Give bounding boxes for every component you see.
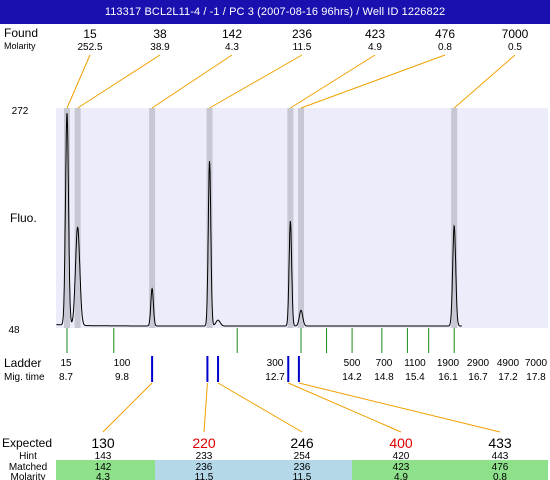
ladder-size-label: 7000 bbox=[525, 358, 548, 369]
y-axis-label: Fluo. bbox=[10, 211, 37, 225]
peak-marker-band bbox=[64, 108, 70, 328]
found-connector-line bbox=[77, 54, 161, 109]
matched-value-label: 236 bbox=[294, 462, 311, 473]
found-size-label: 15 bbox=[83, 27, 97, 41]
ladder-size-label: 500 bbox=[344, 358, 361, 369]
matched-molarity-label: 11.5 bbox=[195, 472, 214, 480]
found-connector-line bbox=[453, 54, 516, 109]
chart-title: 113317 BCL2L11-4 / -1 / PC 3 (2007-08-16… bbox=[0, 0, 550, 24]
ladder-time-label: 17.8 bbox=[526, 372, 546, 383]
matched-value-label: 236 bbox=[196, 462, 213, 473]
fluorescence-trace bbox=[56, 113, 462, 327]
expected-tick bbox=[217, 356, 220, 382]
matched-molarity-label: 11.5 bbox=[293, 472, 312, 480]
hint-value-label: 443 bbox=[492, 451, 509, 462]
found-connector-line bbox=[300, 54, 446, 109]
hint-value-label: 233 bbox=[196, 451, 213, 462]
expected-size-label: 400 bbox=[389, 435, 413, 451]
matched-molarity-label: 4.9 bbox=[394, 472, 408, 480]
peak-marker-band bbox=[451, 108, 458, 328]
matched-band bbox=[56, 460, 155, 480]
ladder-time-label: 14.2 bbox=[342, 372, 362, 383]
expected-tick bbox=[206, 356, 209, 382]
expected-label: Expected bbox=[2, 436, 52, 450]
matched-band bbox=[155, 460, 352, 480]
ladder-size-label: 1100 bbox=[404, 358, 426, 369]
ladder-time-label: 16.1 bbox=[438, 372, 458, 383]
ladder-time-label: 8.7 bbox=[59, 372, 73, 383]
expected-connector-line bbox=[217, 382, 303, 433]
expected-connector-line bbox=[288, 382, 402, 433]
found-molarity-label: 4.9 bbox=[368, 42, 382, 53]
molarity-bottom-label: Molarity bbox=[10, 472, 45, 480]
ladder-time-label: 12.7 bbox=[265, 372, 285, 383]
found-size-label: 7000 bbox=[502, 27, 529, 41]
found-molarity-label: 0.8 bbox=[438, 42, 452, 53]
ladder-time-label: 14.8 bbox=[374, 372, 394, 383]
found-size-label: 423 bbox=[365, 27, 385, 41]
matched-label: Matched bbox=[9, 462, 47, 473]
expected-connector-line bbox=[102, 382, 153, 433]
found-connector-line bbox=[290, 54, 376, 109]
ladder-size-label: 700 bbox=[376, 358, 393, 369]
ladder-time-label: 15.4 bbox=[405, 372, 425, 383]
electropherogram-chart: FoundMolarity15252.53838.91424.323611.54… bbox=[2, 26, 548, 480]
found-molarity-label: 38.9 bbox=[150, 42, 170, 53]
matched-value-label: 142 bbox=[95, 462, 112, 473]
found-molarity-label: 0.5 bbox=[508, 42, 522, 53]
found-molarity-label: 11.5 bbox=[293, 42, 312, 53]
peak-marker-band bbox=[74, 108, 81, 328]
expected-tick bbox=[297, 356, 300, 382]
matched-value-label: 476 bbox=[492, 462, 509, 473]
mig-time-label: Mig. time bbox=[4, 372, 45, 383]
matched-molarity-label: 4.3 bbox=[96, 472, 110, 480]
found-size-label: 142 bbox=[222, 27, 242, 41]
found-label: Found bbox=[4, 26, 38, 40]
ladder-time-label: 17.2 bbox=[498, 372, 518, 383]
y-tick-label: 48 bbox=[8, 325, 20, 336]
found-size-label: 476 bbox=[435, 27, 455, 41]
expected-tick bbox=[151, 356, 154, 382]
expected-size-label: 220 bbox=[192, 435, 216, 451]
found-molarity-label: 4.3 bbox=[225, 42, 239, 53]
ladder-label: Ladder bbox=[4, 356, 41, 370]
peak-marker-band bbox=[206, 108, 213, 328]
ladder-size-label: 1900 bbox=[437, 358, 460, 369]
found-connector-line bbox=[151, 54, 233, 109]
expected-connector-line bbox=[203, 382, 208, 433]
molarity-label: Molarity bbox=[4, 41, 36, 51]
hint-label: Hint bbox=[19, 451, 37, 462]
ladder-size-label: 300 bbox=[267, 358, 284, 369]
found-size-label: 38 bbox=[153, 27, 167, 41]
y-tick-label: 272 bbox=[12, 106, 29, 117]
matched-molarity-label: 0.8 bbox=[493, 472, 507, 480]
ladder-size-label: 15 bbox=[60, 358, 72, 369]
expected-connector-line bbox=[298, 382, 501, 433]
expected-tick bbox=[287, 356, 290, 382]
peak-marker-band bbox=[298, 108, 305, 328]
peak-marker-band bbox=[287, 108, 294, 328]
matched-value-label: 423 bbox=[393, 462, 410, 473]
hint-value-label: 420 bbox=[393, 451, 410, 462]
hint-value-label: 143 bbox=[95, 451, 112, 462]
ladder-size-label: 100 bbox=[114, 358, 131, 369]
matched-band bbox=[352, 460, 548, 480]
found-molarity-label: 252.5 bbox=[77, 42, 102, 53]
found-connector-line bbox=[209, 54, 303, 109]
peak-marker-band bbox=[149, 108, 156, 328]
ladder-size-label: 2900 bbox=[467, 358, 490, 369]
ladder-time-label: 16.7 bbox=[468, 372, 488, 383]
expected-size-label: 130 bbox=[91, 435, 115, 451]
hint-value-label: 254 bbox=[294, 451, 311, 462]
ladder-time-label: 9.8 bbox=[115, 372, 129, 383]
found-connector-line bbox=[66, 54, 91, 109]
found-size-label: 236 bbox=[292, 27, 312, 41]
expected-size-label: 433 bbox=[488, 435, 512, 451]
ladder-size-label: 4900 bbox=[497, 358, 520, 369]
expected-size-label: 246 bbox=[290, 435, 314, 451]
